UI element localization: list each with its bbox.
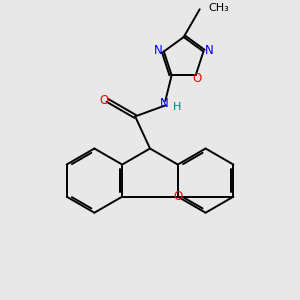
Text: N: N <box>204 44 213 57</box>
Text: H: H <box>172 102 181 112</box>
Text: CH₃: CH₃ <box>208 3 229 13</box>
Text: N: N <box>154 44 163 57</box>
Text: N: N <box>159 98 168 110</box>
Text: O: O <box>192 72 202 85</box>
Text: O: O <box>99 94 108 107</box>
Text: O: O <box>173 190 182 203</box>
